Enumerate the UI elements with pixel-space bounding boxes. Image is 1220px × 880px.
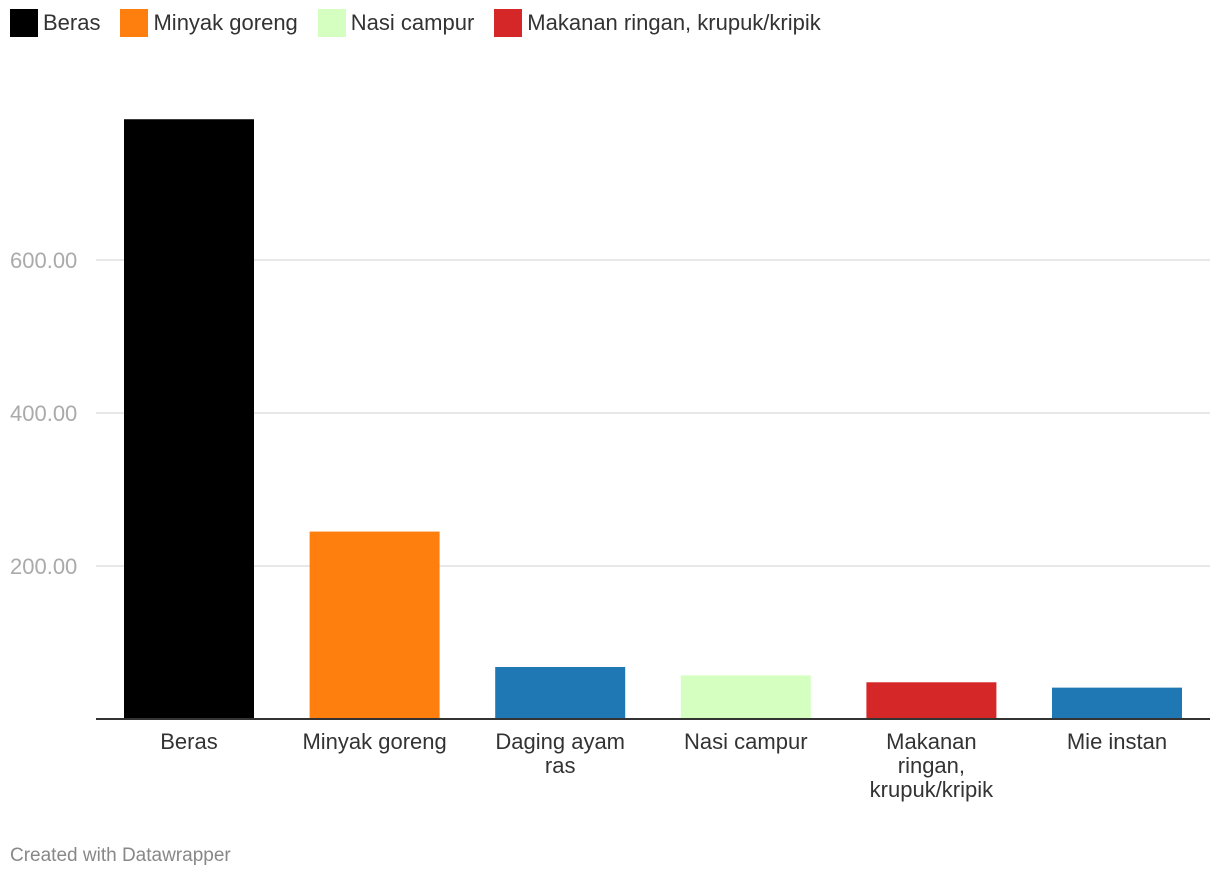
x-tick-label: Mie instan — [1067, 729, 1167, 754]
legend-label: Beras — [43, 10, 101, 35]
footer-credit: Created with Datawrapper — [10, 845, 231, 866]
y-tick-label: 400.00 — [10, 401, 77, 426]
x-tick-label-line: ras — [545, 753, 576, 778]
legend-swatch — [494, 9, 523, 37]
bar — [1052, 687, 1182, 719]
legend-item: Nasi campur — [317, 9, 475, 37]
x-tick-label-line: Minyak goreng — [302, 729, 446, 754]
x-tick-label-line: ringan, — [898, 753, 965, 778]
legend-label: Nasi campur — [350, 10, 475, 35]
bar — [866, 682, 997, 719]
y-tick-label: 600.00 — [10, 248, 77, 273]
x-tick-label: Minyak goreng — [302, 729, 446, 754]
x-tick-label: Makanan ringan, krupuk/kripik — [870, 729, 994, 802]
bar — [309, 531, 440, 719]
legend-item: Beras — [10, 9, 100, 37]
legend-label: Minyak goreng — [153, 10, 298, 35]
legend-item: Makanan ringan, krupuk/kripik — [494, 9, 821, 37]
chart-legend: Beras Minyak goreng Nasi campur Makanan rin… — [10, 9, 821, 37]
legend-swatch — [10, 9, 38, 37]
x-tick-label: Nasi campur — [684, 729, 807, 754]
legend-swatch — [120, 9, 149, 37]
bar-chart: 200.00 400.00 600.00 Beras Minyak goreng Dagi… — [10, 119, 1210, 802]
x-tick-label-line: Mie instan — [1067, 729, 1167, 754]
x-tick-label-line: Daging ayam — [495, 729, 625, 754]
x-tick-label: Daging ayam ras — [495, 729, 625, 778]
x-tick-label: Beras — [160, 729, 217, 754]
y-tick-label: 200.00 — [10, 554, 77, 579]
bar — [124, 119, 254, 720]
legend-swatch — [317, 9, 346, 37]
x-tick-label-line: Nasi campur — [684, 729, 807, 754]
x-tick-label-line: Beras — [160, 729, 217, 754]
x-tick-label-line: Makanan — [886, 729, 977, 754]
legend-item: Minyak goreng — [120, 9, 298, 37]
bar — [680, 675, 811, 719]
x-tick-label-line: krupuk/kripik — [870, 777, 994, 802]
bar — [495, 666, 626, 719]
legend-label: Makanan ringan, krupuk/kripik — [527, 10, 821, 35]
